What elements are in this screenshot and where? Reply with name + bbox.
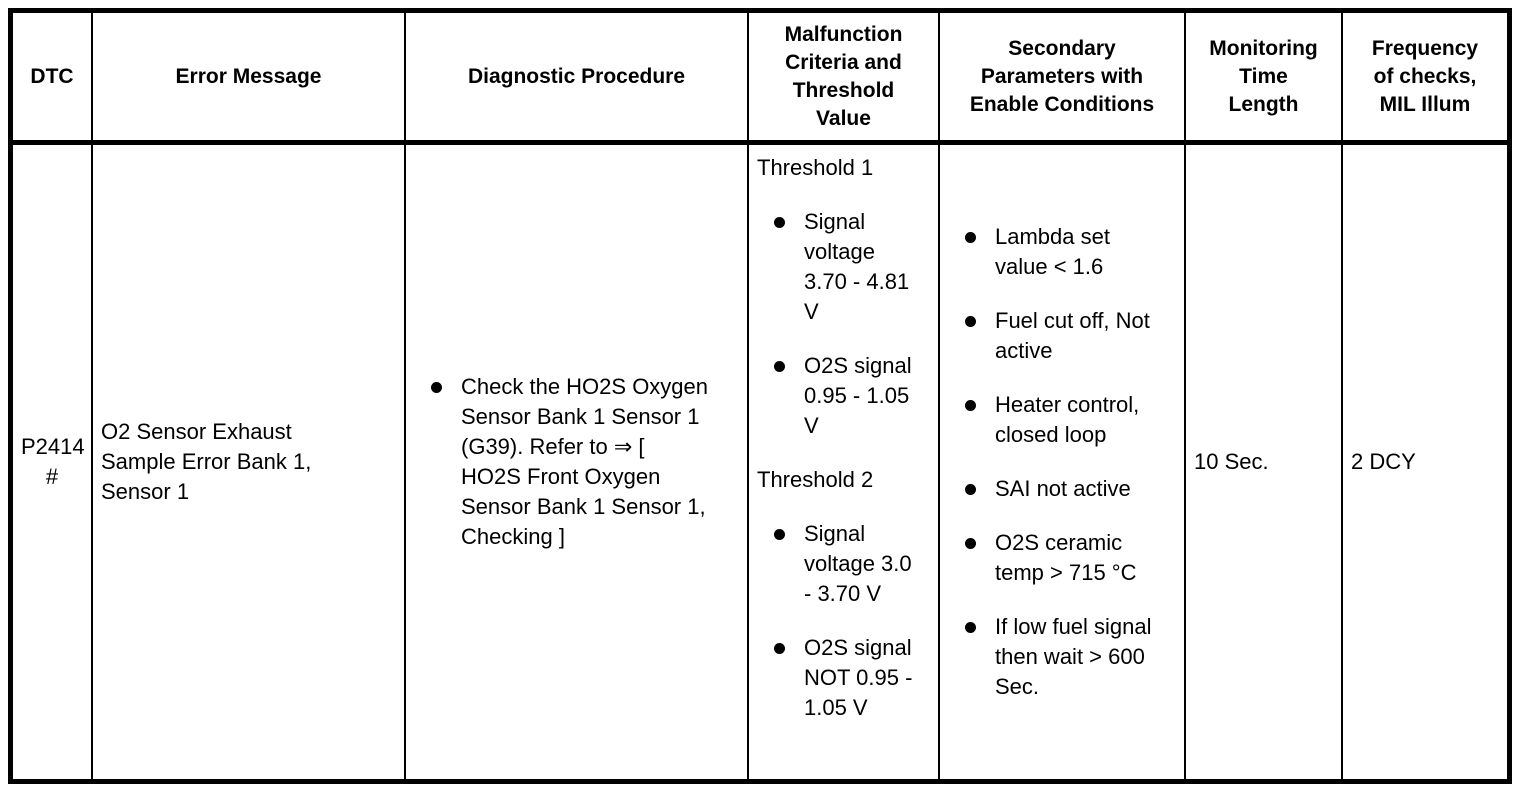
cell-error-message: O2 Sensor Exhaust Sample Error Bank 1, S… [93, 145, 406, 779]
frequency-value: 2 DCY [1351, 449, 1416, 474]
secondary-parameter-item: Fuel cut off, Not active [948, 306, 1176, 366]
bullet-icon [965, 400, 976, 411]
bullet-icon [965, 316, 976, 327]
malfunction-item-text: O2S signal NOT 0.95 - 1.05 V [804, 635, 913, 720]
dtc-code: P2414 [21, 434, 85, 459]
monitoring-time-value: 10 Sec. [1194, 449, 1269, 474]
bullet-icon [965, 622, 976, 633]
malfunction-item-text: O2S signal 0.95 - 1.05 V [804, 353, 912, 438]
bullet-icon [774, 361, 785, 372]
secondary-parameter-text: SAI not active [995, 476, 1131, 501]
column-header-malfunction-criteria: Malfunction Criteria and Threshold Value [749, 13, 940, 145]
secondary-parameter-item: Heater control, closed loop [948, 390, 1176, 450]
secondary-parameter-item: Lambda set value < 1.6 [948, 222, 1176, 282]
column-header-monitoring-time: Monitoring Time Length [1186, 13, 1343, 145]
secondary-parameter-text: O2S ceramic temp > 715 °C [995, 530, 1137, 585]
bullet-icon [774, 643, 785, 654]
column-header-frequency: Frequency of checks, MIL Illum [1343, 13, 1507, 145]
error-message-text: O2 Sensor Exhaust Sample Error Bank 1, S… [101, 419, 312, 504]
cell-frequency: 2 DCY [1343, 145, 1507, 779]
malfunction-item: O2S signal 0.95 - 1.05 V [757, 351, 930, 441]
cell-dtc: P2414 # [13, 145, 93, 779]
diagnostic-procedure-item: Check the HO2S Oxygen Sensor Bank 1 Sens… [414, 372, 739, 552]
secondary-parameter-text: If low fuel signal then wait > 600 Sec. [995, 614, 1152, 699]
malfunction-item: Signal voltage 3.70 - 4.81 V [757, 207, 930, 327]
secondary-parameter-text: Fuel cut off, Not active [995, 308, 1150, 363]
column-header-dtc: DTC [13, 13, 93, 145]
secondary-parameter-item: SAI not active [948, 474, 1176, 504]
column-header-error-message: Error Message [93, 13, 406, 145]
bullet-icon [431, 382, 442, 393]
threshold-2-title: Threshold 2 [757, 467, 874, 492]
secondary-parameter-item: If low fuel signal then wait > 600 Sec. [948, 612, 1176, 702]
dtc-table: DTC Error Message Diagnostic Procedure M… [8, 8, 1512, 784]
dtc-flag: # [45, 464, 59, 489]
secondary-parameter-item: O2S ceramic temp > 715 °C [948, 528, 1176, 588]
diagnostic-procedure-text: Check the HO2S Oxygen Sensor Bank 1 Sens… [461, 374, 709, 549]
cell-secondary-parameters: Lambda set value < 1.6 Fuel cut off, Not… [940, 145, 1186, 779]
malfunction-item-text: Signal voltage 3.70 - 4.81 V [804, 209, 910, 324]
secondary-parameter-text: Lambda set value < 1.6 [995, 224, 1110, 279]
bullet-icon [965, 232, 976, 243]
cell-diagnostic-procedure: Check the HO2S Oxygen Sensor Bank 1 Sens… [406, 145, 749, 779]
bullet-icon [774, 217, 785, 228]
malfunction-item: Signal voltage 3.0 - 3.70 V [757, 519, 930, 609]
column-header-diagnostic-procedure: Diagnostic Procedure [406, 13, 749, 145]
threshold-1-title: Threshold 1 [757, 155, 874, 180]
bullet-icon [965, 484, 976, 495]
column-header-secondary-parameters: Secondary Parameters with Enable Conditi… [940, 13, 1186, 145]
malfunction-item-text: Signal voltage 3.0 - 3.70 V [804, 521, 912, 606]
bullet-icon [965, 538, 976, 549]
cell-malfunction-criteria: Threshold 1 Signal voltage 3.70 - 4.81 V… [749, 145, 940, 779]
cell-monitoring-time: 10 Sec. [1186, 145, 1343, 779]
malfunction-item: O2S signal NOT 0.95 - 1.05 V [757, 633, 930, 723]
bullet-icon [774, 529, 785, 540]
secondary-parameter-text: Heater control, closed loop [995, 392, 1140, 447]
